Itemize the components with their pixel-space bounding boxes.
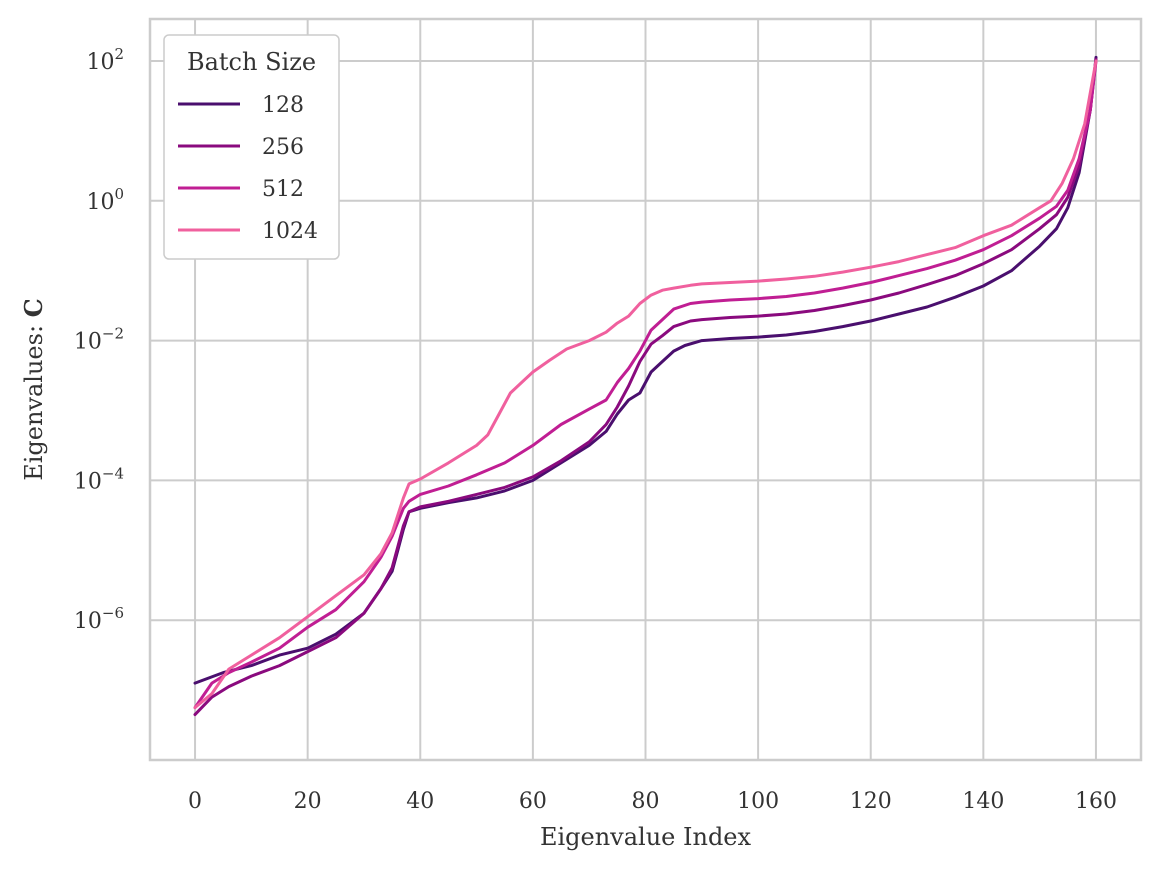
y-tick-label: 10−4: [74, 464, 124, 494]
x-tick-label: 60: [519, 789, 547, 814]
series-group: [193, 55, 1098, 717]
x-tick-label: 0: [188, 789, 202, 814]
grid: [150, 19, 1141, 760]
legend-title: Batch Size: [187, 48, 316, 76]
series-line-512: [193, 59, 1098, 710]
series-line-256: [193, 58, 1098, 717]
x-tick-label: 80: [632, 789, 660, 814]
x-tick-label: 20: [294, 789, 322, 814]
legend-label-256: 256: [262, 135, 304, 160]
legend-label-512: 512: [262, 177, 304, 202]
plot-frame: [148, 17, 1143, 762]
y-tick-label: 10−6: [74, 604, 124, 634]
x-tick-label: 40: [406, 789, 434, 814]
y-tick-labels: 102 100 10−2 10−4 10−6: [74, 45, 124, 634]
x-tick-label: 140: [962, 789, 1004, 814]
legend: Batch Size 128 256 512 1024: [163, 34, 340, 260]
y-axis-label: Eigenvalues: C: [19, 298, 48, 481]
y-tick-label: 10−2: [74, 325, 124, 355]
legend-box: [163, 34, 340, 260]
legend-label-1024: 1024: [262, 219, 318, 244]
series-line-1024: [193, 59, 1098, 710]
x-axis-label: Eigenvalue Index: [540, 823, 752, 851]
x-tick-label: 100: [737, 789, 779, 814]
y-axis-label-text: Eigenvalues:: [20, 325, 48, 481]
y-tick-label: 100: [86, 185, 124, 215]
x-tick-label: 160: [1075, 789, 1117, 814]
legend-label-128: 128: [262, 93, 304, 118]
y-tick-label: 102: [86, 45, 124, 75]
x-tick-labels: 0 20 40 60 80 100 120 140 160: [188, 789, 1117, 814]
x-tick-label: 120: [850, 789, 892, 814]
y-axis-label-bold: C: [19, 298, 48, 317]
